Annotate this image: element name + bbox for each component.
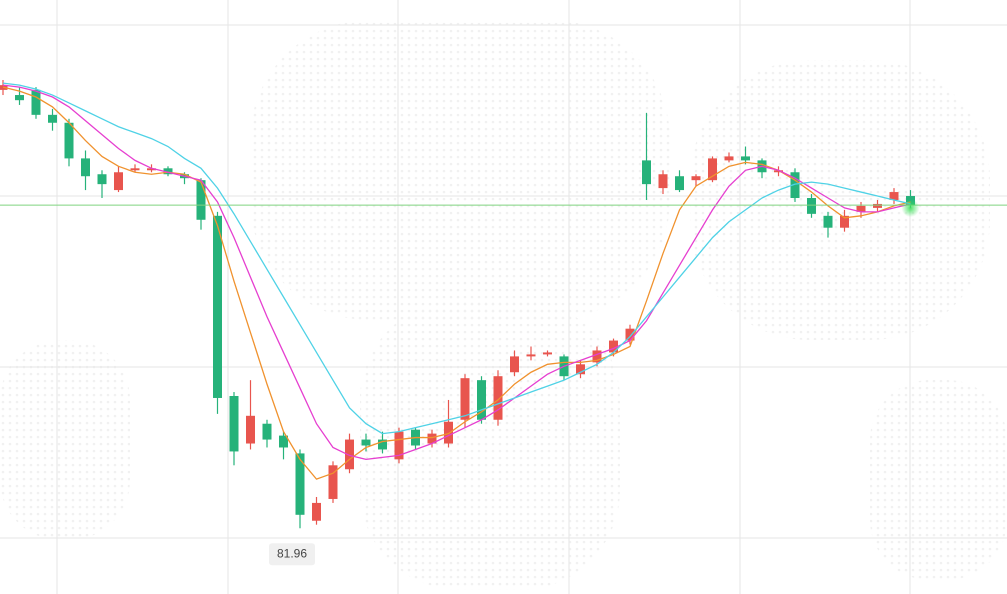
candle-body bbox=[81, 158, 90, 177]
candle-body bbox=[543, 352, 552, 355]
candle-body bbox=[163, 168, 173, 175]
candle-body bbox=[477, 380, 486, 420]
moving-average-line bbox=[2, 82, 911, 435]
candle-body bbox=[427, 433, 437, 444]
candle-body bbox=[328, 465, 338, 499]
candle-body bbox=[444, 421, 453, 444]
candle-body bbox=[691, 176, 701, 181]
candle-body bbox=[576, 364, 585, 375]
candle-body bbox=[229, 396, 239, 452]
candle-body bbox=[889, 192, 899, 200]
candle-body bbox=[312, 502, 321, 521]
candle-body bbox=[262, 423, 272, 440]
background-map bbox=[0, 20, 1007, 590]
candle-body bbox=[147, 168, 156, 171]
candle-body bbox=[642, 160, 651, 185]
candle-body bbox=[64, 122, 74, 159]
candle-body bbox=[48, 114, 57, 123]
candle-body bbox=[658, 174, 668, 189]
candle-body bbox=[279, 435, 288, 448]
candle-body bbox=[114, 172, 123, 191]
candle-body bbox=[196, 180, 206, 220]
low-label-box bbox=[269, 543, 315, 566]
candle-body bbox=[295, 453, 305, 515]
candle-body bbox=[97, 174, 107, 185]
candle-body bbox=[741, 156, 750, 161]
candle-body bbox=[345, 439, 354, 470]
candle-body bbox=[708, 158, 717, 181]
candle-body bbox=[246, 415, 255, 444]
low-label: 81.96 bbox=[277, 546, 307, 560]
candle-body bbox=[724, 156, 734, 161]
candle-body bbox=[592, 350, 602, 363]
candle-body bbox=[510, 356, 519, 373]
candle-body bbox=[526, 354, 536, 357]
candle-body bbox=[823, 215, 833, 228]
candle-body bbox=[31, 89, 41, 115]
candle-body bbox=[130, 168, 140, 171]
candle-body bbox=[840, 215, 849, 228]
candle-body bbox=[378, 439, 387, 450]
candle-body bbox=[675, 176, 684, 191]
candle-body bbox=[790, 172, 800, 198]
candle-body bbox=[807, 198, 816, 214]
candle-body bbox=[625, 328, 635, 341]
moving-average-line bbox=[2, 84, 911, 461]
candle-body bbox=[609, 340, 618, 353]
candle-body bbox=[361, 439, 371, 446]
candle-body bbox=[873, 203, 882, 208]
candle-body bbox=[774, 170, 783, 173]
candle-body bbox=[213, 215, 222, 398]
candle-body bbox=[394, 431, 404, 460]
candle-body bbox=[460, 378, 470, 420]
last-price-glow bbox=[901, 199, 920, 218]
candle-body bbox=[856, 205, 866, 212]
moving-average-line bbox=[2, 86, 911, 480]
candle-body bbox=[493, 376, 503, 420]
candle-body bbox=[15, 95, 24, 101]
